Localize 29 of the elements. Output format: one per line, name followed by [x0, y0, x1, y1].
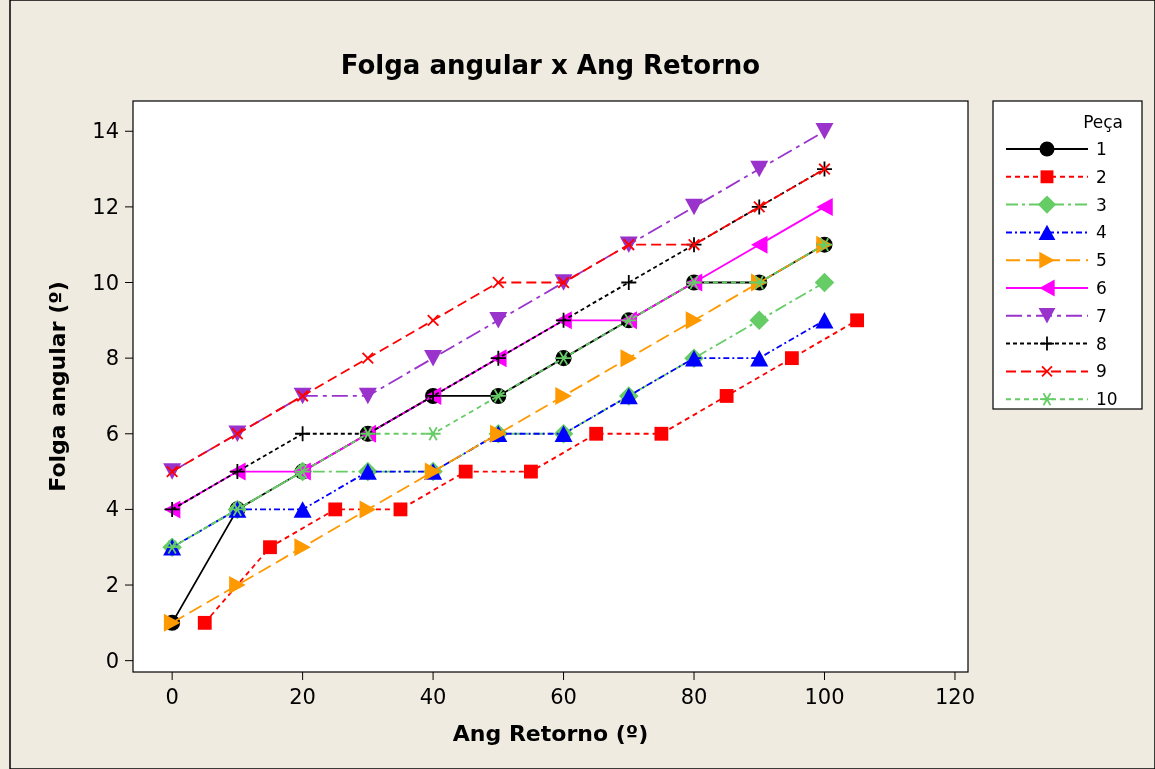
legend-title: Peça	[1083, 112, 1123, 132]
legend-label: 9	[1096, 361, 1107, 382]
x-axis-title: Ang Retorno (º)	[452, 721, 649, 746]
y-tick-label: 6	[105, 421, 119, 446]
x-tick-label: 20	[289, 685, 316, 709]
y-tick-label: 4	[105, 497, 119, 522]
x-tick-label: 0	[165, 685, 179, 709]
legend-label: 2	[1096, 166, 1107, 187]
legend-label: 5	[1096, 250, 1107, 271]
y-tick-label: 14	[92, 119, 119, 144]
y-tick-label: 2	[105, 573, 119, 598]
x-tick-label: 40	[419, 685, 447, 709]
legend-label: 3	[1096, 194, 1107, 215]
legend-label: 7	[1096, 305, 1107, 326]
y-tick-label: 0	[105, 648, 119, 673]
chart-title: Folga angular x Ang Retorno	[340, 50, 761, 80]
legend-label: 1	[1096, 139, 1107, 159]
x-tick-label: 80	[680, 685, 708, 709]
y-tick-label: 10	[92, 270, 119, 295]
legend-label: 4	[1096, 222, 1107, 243]
legend-label: 8	[1096, 333, 1107, 354]
y-tick-label: 12	[92, 194, 119, 219]
y-tick-label: 8	[105, 346, 119, 371]
x-tick-label: 120	[934, 685, 975, 709]
legend-label: 6	[1096, 278, 1107, 298]
x-tick-label: 100	[804, 685, 845, 709]
y-axis-title: Folga angular (º)	[45, 281, 70, 492]
legend-label: 10	[1096, 389, 1118, 410]
x-tick-label: 60	[550, 685, 577, 709]
